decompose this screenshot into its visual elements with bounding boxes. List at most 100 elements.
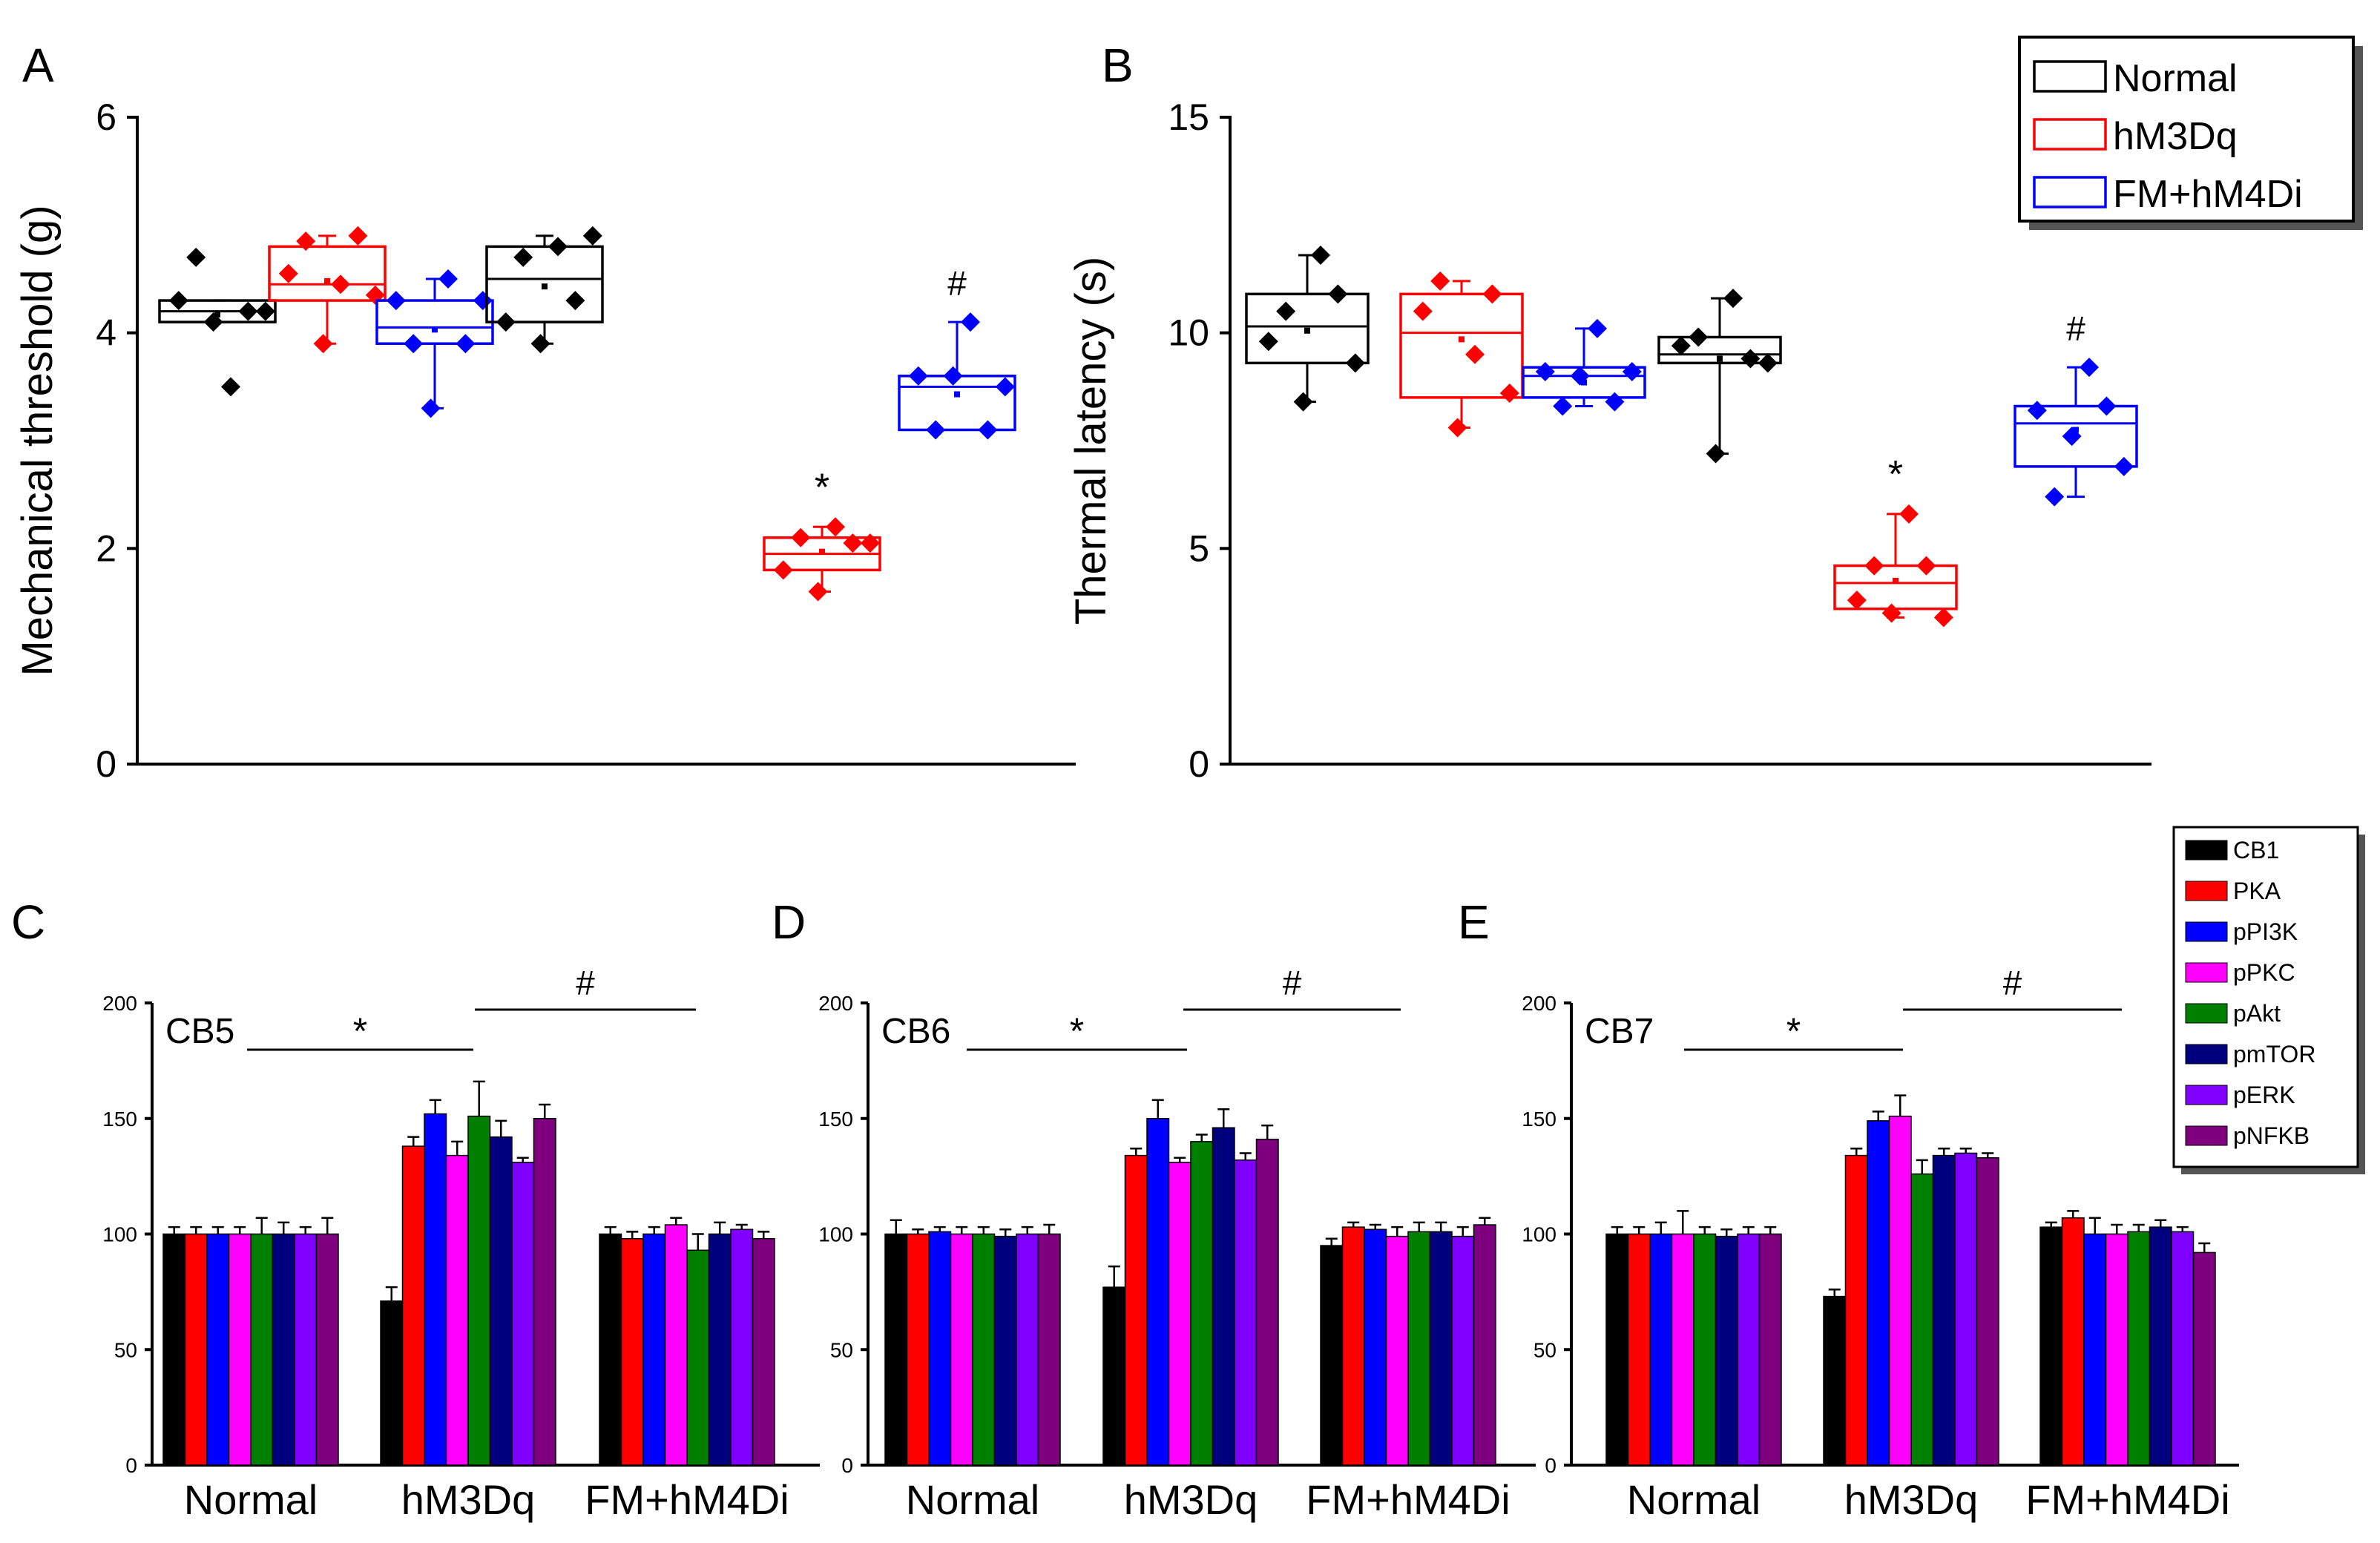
box-group: #: [2014, 309, 2138, 507]
panel-letter-c: C: [11, 895, 45, 949]
legend-swatch: [2185, 1085, 2228, 1105]
data-point: [1916, 556, 1936, 576]
x-tick-label: hM3Dq: [401, 1476, 536, 1523]
bar: [1102, 1286, 1126, 1466]
panel-c: 0 50 100 150 200 CB5 Normal hM3Dq FM+hM4Di * #: [102, 964, 820, 1523]
significance-hash: #: [576, 964, 595, 1002]
legend-label: FM+hM4Di: [2113, 173, 2303, 216]
data-point: [826, 517, 845, 537]
data-point: [348, 226, 368, 246]
data-point: [2045, 487, 2065, 507]
mean-marker: [1581, 379, 1587, 386]
y-tick-label: 0: [1189, 743, 1209, 785]
bar: [1693, 1233, 1717, 1466]
y-tick-label: 6: [96, 96, 116, 138]
data-point: [808, 582, 828, 602]
data-point: [943, 366, 963, 386]
inset-label: CB5: [165, 1012, 234, 1051]
y-tick-label: 0: [1545, 1454, 1556, 1477]
data-point: [1605, 392, 1625, 412]
box-group: [158, 247, 277, 397]
mean-marker: [214, 311, 220, 318]
bar: [730, 1228, 754, 1466]
data-point: [548, 237, 568, 257]
panel-b: 0 5 10 15 Thermal latency (s) * #: [1067, 96, 2151, 785]
data-point: [1706, 444, 1726, 464]
data-point: [1899, 504, 1919, 524]
bar: [1168, 1162, 1191, 1466]
bar: [993, 1235, 1017, 1466]
bar: [1649, 1233, 1673, 1466]
x-tick-label: Normal: [906, 1476, 1039, 1523]
mean-marker: [1304, 327, 1310, 334]
legend-swatch: [2033, 60, 2107, 93]
inset-label: CB7: [1585, 1012, 1654, 1051]
data-point: [386, 291, 406, 311]
bar: [1016, 1233, 1039, 1466]
y-tick-label: 4: [96, 312, 116, 354]
x-tick-label: Normal: [1627, 1476, 1761, 1523]
legend-bottom: CB1 PKA pPI3K pPKC pAkt pmTOR pERK pNFKB: [2172, 826, 2365, 1174]
panel-a: 0 2 4 6 Mechanical threshold (g) * #: [13, 96, 1076, 785]
bar: [950, 1233, 973, 1466]
data-point: [296, 231, 316, 251]
y-tick-label: 50: [830, 1338, 853, 1361]
panel-d: 0 50 100 150 200 CB6 Normal hM3Dq FM+hM4Di * #: [818, 964, 1536, 1523]
bar: [424, 1113, 447, 1466]
data-point: [1881, 603, 1901, 623]
box-group: [485, 226, 604, 354]
mean-marker: [1893, 577, 1899, 584]
bar: [1364, 1228, 1387, 1466]
box-group: [1522, 318, 1646, 416]
significance-star: *: [1888, 453, 1903, 496]
data-point: [278, 263, 298, 283]
y-tick-label: 0: [125, 1454, 137, 1477]
data-point: [1758, 353, 1778, 373]
y-tick-label: 2: [96, 527, 116, 569]
bar: [445, 1154, 469, 1466]
legend-label: pERK: [2233, 1082, 2295, 1108]
legend-swatch: [2185, 962, 2228, 983]
x-tick-label: FM+hM4Di: [1306, 1476, 1510, 1523]
data-point: [168, 291, 188, 311]
data-point: [2097, 396, 2117, 416]
y-axis-label: Thermal latency (s): [1067, 257, 1115, 625]
data-point: [255, 301, 275, 321]
inset-label: CB6: [881, 1012, 950, 1051]
data-point: [926, 420, 946, 440]
bar: [620, 1237, 644, 1466]
bar: [664, 1224, 688, 1466]
panel-letter-a: A: [22, 39, 54, 92]
x-tick-label: FM+hM4Di: [2025, 1476, 2229, 1523]
bar: [315, 1233, 339, 1466]
bar: [272, 1233, 295, 1466]
legend-label: pPKC: [2233, 959, 2295, 986]
bar: [752, 1237, 775, 1466]
box: [1657, 335, 1782, 365]
bar: [1823, 1295, 1847, 1466]
mean-marker: [1459, 336, 1465, 343]
bar: [928, 1231, 952, 1466]
bar: [533, 1118, 556, 1466]
data-point: [203, 312, 223, 332]
y-tick-label: 0: [96, 743, 116, 785]
data-point: [961, 312, 980, 332]
bar: [884, 1233, 908, 1466]
data-point: [1847, 590, 1867, 611]
box: [268, 245, 387, 302]
data-point: [791, 527, 811, 547]
panel-letter-e: E: [1458, 895, 1490, 949]
data-point: [2062, 427, 2082, 447]
data-point: [1276, 301, 1296, 321]
y-tick-label: 150: [818, 1108, 853, 1131]
bar: [2127, 1231, 2151, 1466]
legend-swatch: [2033, 176, 2107, 208]
significance-star: *: [815, 466, 829, 509]
bar: [906, 1233, 930, 1466]
legend-swatch: [2185, 1003, 2228, 1024]
legend-top: Normal hM3Dq FM+hM4Di: [2018, 36, 2363, 230]
y-tick-label: 100: [1522, 1223, 1556, 1246]
y-tick-label: 100: [102, 1223, 137, 1246]
box-group: [1399, 271, 1524, 438]
bar: [599, 1233, 622, 1466]
